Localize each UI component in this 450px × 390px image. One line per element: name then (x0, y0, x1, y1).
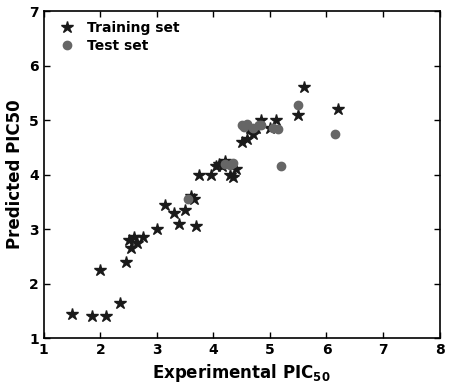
Training set (335, 107, 341, 112)
Training set (250, 131, 256, 136)
Training set (191, 197, 196, 201)
Training set (219, 164, 225, 169)
Training set (117, 300, 123, 305)
Test set (270, 126, 275, 131)
Training set (301, 85, 306, 90)
Training set (222, 159, 227, 163)
Training set (213, 164, 219, 169)
Training set (135, 240, 140, 245)
Training set (98, 268, 103, 272)
Training set (216, 161, 222, 166)
Training set (228, 172, 233, 177)
Test set (256, 123, 261, 128)
Training set (177, 221, 182, 226)
Training set (182, 207, 188, 212)
Training set (259, 118, 264, 122)
Training set (245, 137, 250, 142)
Training set (129, 246, 134, 250)
Test set (185, 197, 191, 201)
Training set (126, 238, 131, 242)
Training set (89, 314, 94, 319)
Training set (230, 175, 236, 180)
Test set (259, 123, 264, 128)
Training set (131, 235, 137, 239)
Test set (222, 161, 227, 166)
Training set (267, 126, 273, 131)
Test set (228, 162, 233, 167)
Test set (245, 122, 250, 127)
Test set (250, 126, 256, 131)
Legend: Training set, Test set: Training set, Test set (51, 18, 182, 56)
Training set (123, 259, 128, 264)
X-axis label: Experimental PIC$_{\mathbf{50}}$: Experimental PIC$_{\mathbf{50}}$ (153, 362, 331, 385)
Test set (239, 123, 244, 128)
Training set (239, 140, 244, 144)
Y-axis label: Predicted PIC50: Predicted PIC50 (5, 100, 23, 249)
Training set (197, 172, 202, 177)
Test set (332, 131, 338, 136)
Training set (171, 210, 176, 215)
Training set (103, 314, 108, 319)
Training set (296, 112, 301, 117)
Training set (208, 172, 213, 177)
Training set (69, 311, 75, 316)
Training set (162, 202, 168, 207)
Training set (188, 194, 194, 199)
Test set (296, 103, 301, 107)
Training set (233, 167, 238, 172)
Training set (273, 118, 278, 122)
Line: Test set: Test set (184, 101, 339, 203)
Test set (242, 124, 247, 129)
Training set (253, 126, 258, 131)
Training set (248, 126, 253, 131)
Training set (154, 227, 159, 231)
Training set (194, 224, 199, 229)
Test set (279, 164, 284, 169)
Test set (276, 127, 281, 132)
Line: Training set: Training set (66, 81, 344, 323)
Test set (230, 160, 236, 165)
Training set (140, 235, 145, 239)
